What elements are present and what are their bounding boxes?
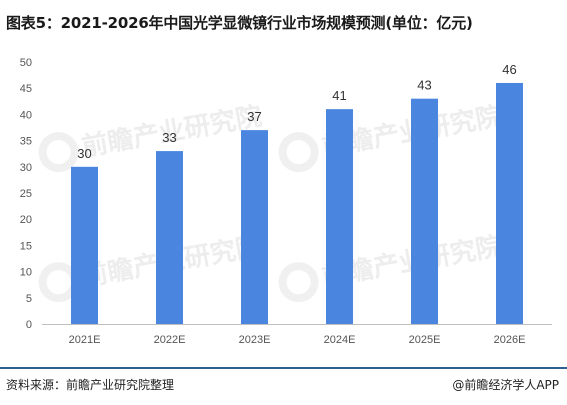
source-note: 资料来源：前瞻产业研究院整理 (6, 378, 175, 392)
x-tick-label: 2024E (324, 334, 356, 346)
y-tick-label: 30 (20, 162, 32, 174)
value-label: 30 (77, 146, 91, 161)
y-tick-label: 5 (26, 293, 32, 305)
watermark-logo-icon (278, 262, 319, 303)
y-tick-label: 25 (20, 188, 32, 200)
x-tick-label: 2023E (239, 334, 271, 346)
value-label: 41 (332, 88, 346, 103)
y-tick-label: 45 (20, 83, 32, 95)
x-tick-label: 2026E (494, 334, 526, 346)
value-label: 37 (247, 109, 261, 124)
watermark-logo-icon (278, 132, 319, 173)
value-labels-group: 30 33 37 41 43 46 (77, 62, 516, 161)
x-tick-label: 2025E (409, 334, 441, 346)
value-label: 43 (417, 78, 431, 93)
bar-2024E (326, 109, 353, 324)
y-tick-label: 15 (20, 240, 32, 252)
y-tick-label: 50 (20, 57, 32, 69)
x-axis: 2021E 2022E 2023E 2024E 2025E 2026E (69, 334, 526, 346)
y-tick-label: 20 (20, 214, 32, 226)
value-label: 46 (502, 62, 516, 77)
bar-2026E (496, 82, 523, 325)
bar-2021E (71, 166, 98, 324)
x-tick-label: 2022E (154, 334, 186, 346)
bar-2022E (156, 151, 183, 324)
value-label: 33 (162, 130, 176, 145)
watermark-logo-icon (38, 132, 79, 173)
bar-2023E (241, 130, 268, 324)
y-tick-label: 35 (20, 136, 32, 148)
bars-group (71, 82, 523, 325)
watermark: 前瞻产业研究院 (278, 231, 504, 303)
chart-title: 图表5：2021-2026年中国光学显微镜行业市场规模预测(单位：亿元) (6, 14, 473, 32)
watermark: 前瞻产业研究院 (38, 101, 264, 173)
x-tick-label: 2021E (69, 334, 101, 346)
y-axis: 0 5 10 15 20 25 30 35 40 45 50 (20, 57, 32, 331)
bar-2025E (411, 98, 438, 325)
watermark: 前瞻产业研究院 (278, 101, 504, 173)
y-tick-label: 0 (26, 319, 32, 331)
brand-credit: @前瞻经济学人APP (452, 376, 559, 393)
y-tick-label: 10 (20, 267, 32, 279)
y-tick-label: 40 (20, 109, 32, 121)
at-symbol: @ (452, 378, 465, 392)
brand-name: 前瞻经济学人APP (464, 378, 559, 392)
chart-area: 前瞻产业研究院前瞻产业研究院前瞻产业研究院前瞻产业研究院 05101520253… (0, 40, 567, 360)
footer-divider (0, 367, 567, 369)
bar-chart: 前瞻产业研究院前瞻产业研究院前瞻产业研究院前瞻产业研究院 05101520253… (20, 57, 552, 346)
